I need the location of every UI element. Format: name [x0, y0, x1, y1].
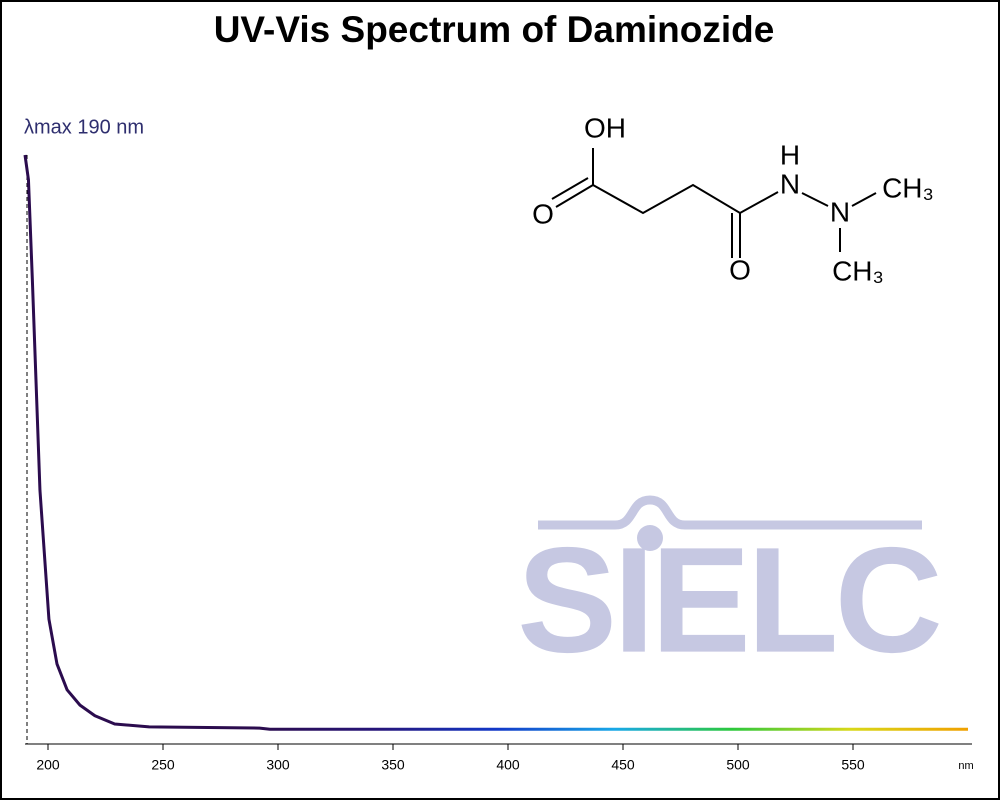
x-tick-label: 400: [496, 757, 520, 773]
x-axis-label: nm: [958, 760, 973, 772]
structure-label: N: [780, 168, 800, 199]
structure-label: H: [780, 139, 800, 170]
x-tick-label: 500: [726, 757, 750, 773]
chart-title: UV-Vis Spectrum of Daminozide: [214, 9, 775, 50]
structure-bonds: [551, 148, 877, 258]
structure-label: OH: [584, 112, 626, 143]
watermark-logo: [538, 495, 922, 551]
annotation: λmax 190 nm: [24, 116, 144, 138]
spectrum-line: [23, 154, 968, 731]
x-tick-label: 200: [36, 757, 60, 773]
structure-label: O: [729, 254, 751, 285]
structure-label: O: [532, 198, 554, 229]
x-tick-label: 450: [611, 757, 635, 773]
x-tick-label: 300: [266, 757, 290, 773]
structure-label: CH₃: [832, 255, 884, 286]
structure-label: N: [830, 196, 850, 227]
x-tick-label: 550: [841, 757, 865, 773]
x-tick-label: 350: [381, 757, 405, 773]
structure-label: CH₃: [882, 172, 934, 203]
x-tick-label: 250: [151, 757, 175, 773]
watermark: SIELC: [517, 516, 939, 684]
